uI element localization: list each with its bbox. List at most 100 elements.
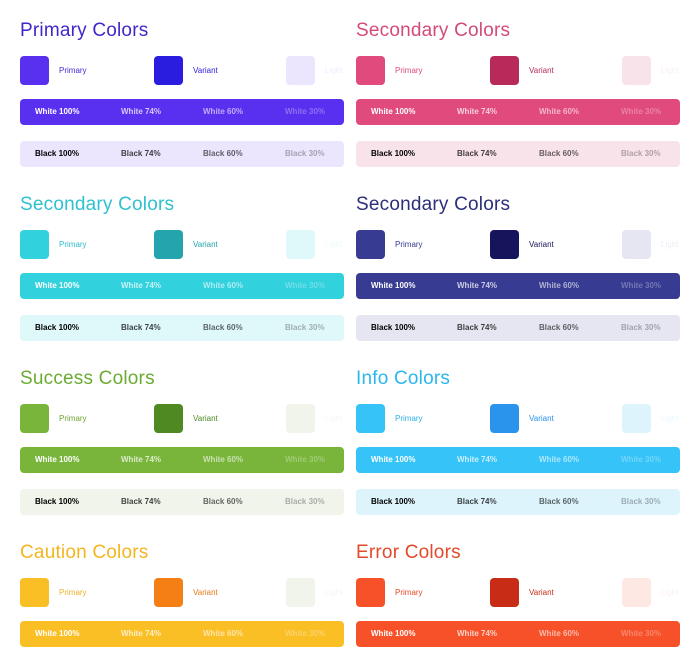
white-opacity-label: White 100% [371,455,416,464]
swatch-label: Light [661,413,679,423]
white-opacity-label: White 74% [121,455,162,464]
color-chip [356,403,385,433]
section-title: Info Colors [356,368,451,389]
section-title: Secondary Colors [20,194,175,215]
color-chip [286,577,315,607]
swatch-variant: Variant [154,229,218,259]
white-opacity-label: White 74% [457,455,498,464]
swatch-label: Variant [529,413,554,423]
white-opacity-label: White 100% [35,281,80,290]
color-chip [154,403,183,433]
white-text-bar: White 100% White 74% White 60% White 30% [20,621,344,647]
swatch-label: Light [325,65,343,75]
white-text-bar: White 100% White 74% White 60% White 30% [20,273,344,299]
swatch-row: Primary Variant Light [356,577,680,607]
swatch-row: Primary Variant Light [20,577,344,607]
white-opacity-label: White 30% [621,281,662,290]
swatch-light: Light [622,229,678,259]
swatch-row: Primary Variant Light [356,229,680,259]
white-opacity-label: White 74% [121,107,162,116]
black-opacity-label: Black 60% [203,497,243,506]
black-text-bar: Black 100% Black 74% Black 60% Black 30% [356,315,680,341]
palette-section-secondary-colors: Secondary Colors Primary Variant Light White… [20,174,344,348]
swatch-label: Light [661,65,679,75]
swatch-label: Primary [395,239,423,249]
palette-section-primary-colors: Primary Colors Primary Variant Light White 1… [20,0,344,174]
swatch-variant: Variant [154,577,218,607]
white-opacity-label: White 60% [539,107,580,116]
white-opacity-label: White 74% [457,629,498,638]
section-title: Caution Colors [20,542,149,563]
swatch-variant: Variant [490,577,554,607]
white-text-bar: White 100% White 74% White 60% White 30% [20,99,344,125]
color-chip [154,229,183,259]
swatch-variant: Variant [154,55,218,85]
swatch-primary: Primary [20,229,87,259]
swatch-label: Variant [529,65,554,75]
swatch-label: Primary [59,587,87,597]
black-text-bar: Black 100% Black 74% Black 60% Black 30% [20,315,344,341]
white-opacity-label: White 30% [285,455,326,464]
swatch-primary: Primary [356,577,423,607]
black-opacity-label: Black 60% [539,149,579,158]
swatch-primary: Primary [20,55,87,85]
white-opacity-label: White 100% [371,107,416,116]
color-chip [356,229,385,259]
section-title: Success Colors [20,368,155,389]
black-opacity-label: Black 60% [203,149,243,158]
swatch-variant: Variant [154,403,218,433]
section-title: Primary Colors [20,20,149,41]
white-text-bar: White 100% White 74% White 60% White 30% [356,273,680,299]
white-opacity-label: White 60% [203,107,244,116]
black-opacity-label: Black 60% [539,497,579,506]
swatch-label: Variant [529,239,554,249]
black-opacity-label: Black 60% [539,323,579,332]
swatch-light: Light [286,229,342,259]
swatch-label: Primary [59,239,87,249]
swatch-light: Light [622,577,678,607]
black-opacity-label: Black 74% [457,149,497,158]
palette-section-caution-colors: Caution Colors Primary Variant Light White 1… [20,522,344,663]
swatch-primary: Primary [356,229,423,259]
black-opacity-label: Black 74% [121,149,161,158]
color-chip [356,55,385,85]
color-chip [154,55,183,85]
swatch-row: Primary Variant Light [20,55,344,85]
color-chip [356,577,385,607]
swatch-label: Light [661,239,679,249]
color-chip [622,55,651,85]
white-opacity-label: White 74% [457,107,498,116]
white-opacity-label: White 100% [371,629,416,638]
swatch-label: Variant [193,239,218,249]
swatch-row: Primary Variant Light [356,55,680,85]
white-opacity-label: White 30% [621,455,662,464]
left-column: Primary Colors Primary Variant Light White 1… [20,0,344,663]
swatch-label: Primary [59,413,87,423]
color-chip [490,55,519,85]
white-opacity-label: White 100% [371,281,416,290]
color-chip [20,577,49,607]
black-opacity-label: Black 30% [285,497,325,506]
white-opacity-label: White 60% [539,629,580,638]
swatch-primary: Primary [356,55,423,85]
color-chip [20,229,49,259]
white-opacity-label: White 30% [621,629,662,638]
white-opacity-label: White 30% [285,107,326,116]
color-chip [622,577,651,607]
swatch-label: Light [661,587,679,597]
palette-section-error-colors: Error Colors Primary Variant Light White 100… [356,522,680,663]
white-opacity-label: White 74% [121,281,162,290]
right-column: Secondary Colors Primary Variant Light White… [356,0,680,663]
white-opacity-label: White 60% [203,455,244,464]
swatch-variant: Variant [490,55,554,85]
palette-section-success-colors: Success Colors Primary Variant Light White 1… [20,348,344,522]
swatch-light: Light [286,55,342,85]
color-chip [20,55,49,85]
white-opacity-label: White 100% [35,107,80,116]
white-opacity-label: White 60% [539,281,580,290]
swatch-light: Light [286,577,342,607]
swatch-label: Light [325,587,343,597]
color-chip [154,577,183,607]
white-text-bar: White 100% White 74% White 60% White 30% [20,447,344,473]
black-opacity-label: Black 30% [285,149,325,158]
